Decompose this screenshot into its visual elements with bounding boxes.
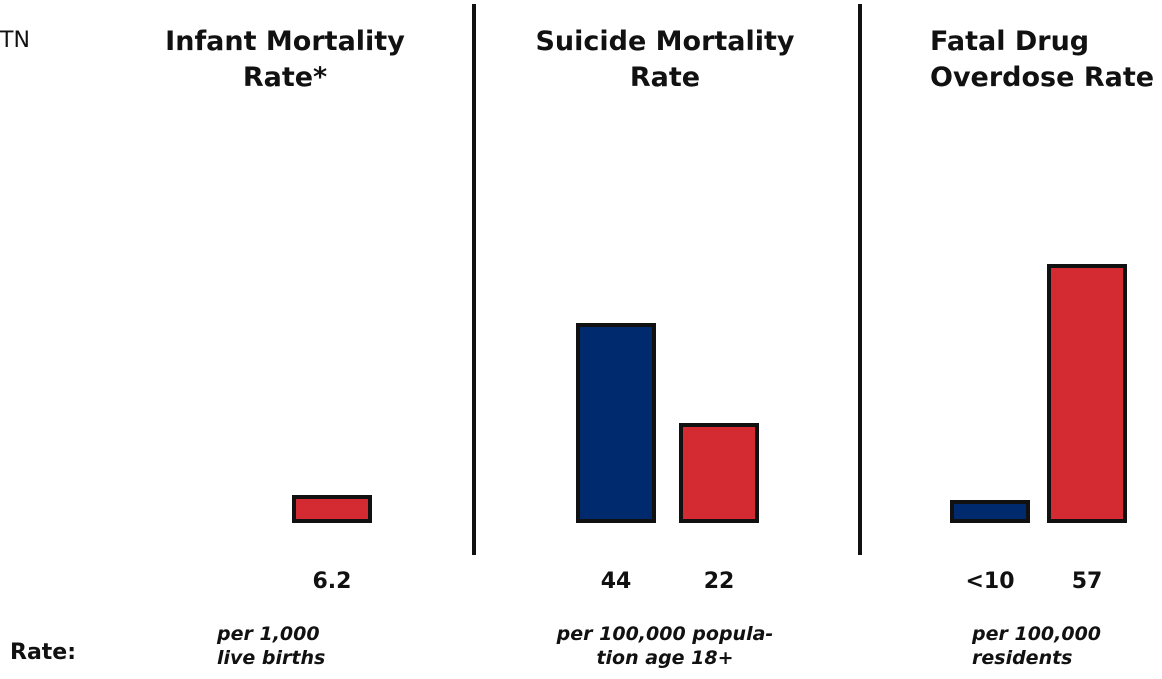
rate-label: Rate: [10,640,77,665]
value-label-suicide-blue: 44 [600,569,632,594]
unit-label-overdose: per 100,000 residents [972,623,1102,669]
panel-divider-1 [472,4,476,555]
chart-title-infant: Infant Mortality Rate* [165,26,405,93]
chart-title-overdose: Fatal Drug Overdose Rate [930,26,1155,93]
corner-label: TN [0,28,30,53]
panel-divider-2 [858,4,862,555]
bar-suicide-blue [576,322,656,523]
value-label-infant: 6.2 [312,569,352,594]
bar-infant-mortality [292,494,372,523]
unit-label-suicide: per 100,000 popula- tion age 18+ [556,623,774,669]
value-label-overdose-red: 57 [1071,569,1103,594]
value-label-suicide-red: 22 [703,569,735,594]
value-label-overdose-blue: <10 [965,569,1015,594]
chart-title-suicide: Suicide Mortality Rate [535,26,795,93]
bar-suicide-red [679,422,759,523]
bar-overdose-blue [950,500,1030,523]
bar-overdose-red [1047,263,1127,523]
unit-label-infant: per 1,000 live births [217,623,326,669]
